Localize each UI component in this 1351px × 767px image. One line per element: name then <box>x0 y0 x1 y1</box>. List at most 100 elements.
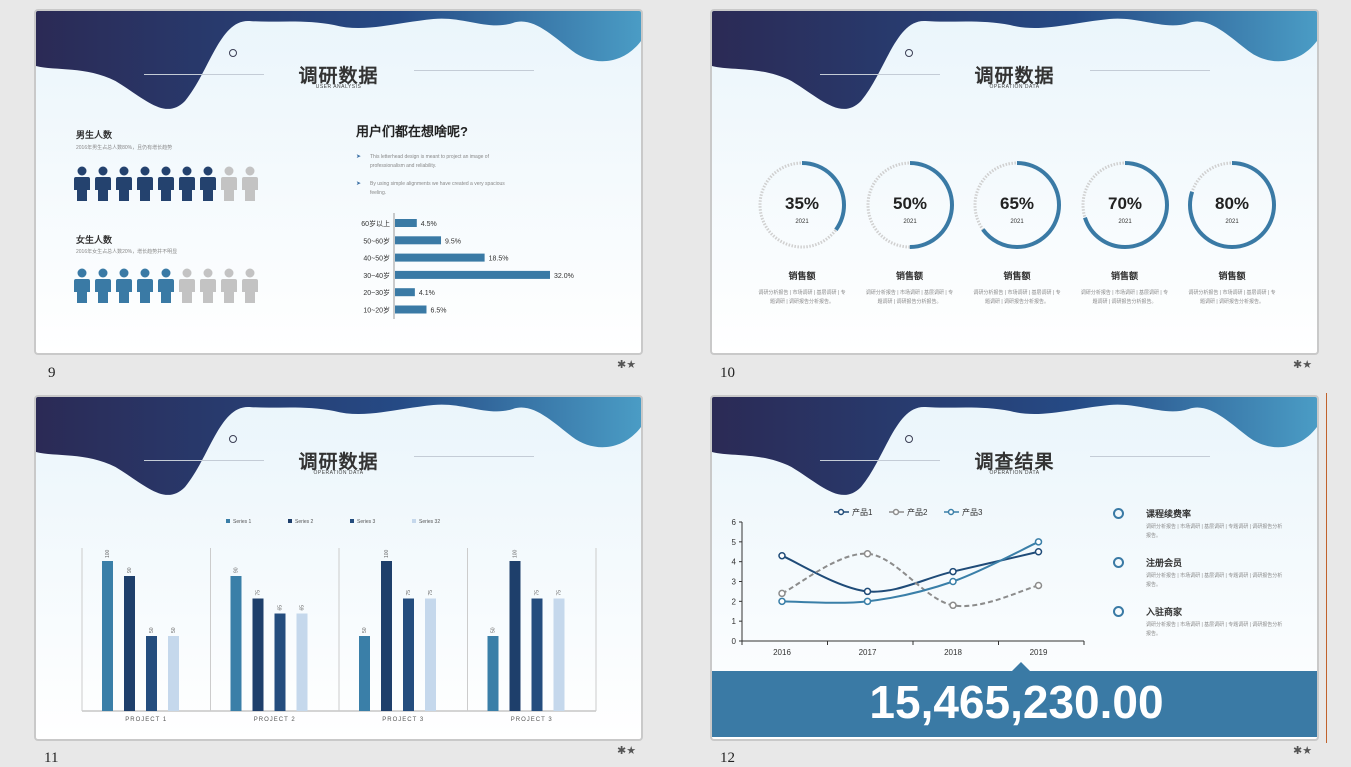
ring-progress <box>1188 161 1276 249</box>
male-label: 男生人数 <box>76 130 113 140</box>
data-point <box>1034 538 1043 546</box>
ring-card: 70% 2021 销售额 调研分析报告 | 市场调研 | 基层调研 | 专题调研 | … <box>1070 159 1180 319</box>
progress-ring: 65% 2021 <box>973 161 1061 249</box>
value-label: 4.1% <box>419 290 435 297</box>
decor-circle <box>229 49 237 57</box>
result-item: 注册会员 调研分析报告 | 市场调研 | 基层调研 | 专题调研 | 调研报告分析… <box>1110 554 1290 600</box>
y-tick-label: 3 <box>732 578 737 587</box>
y-tick-label: 2 <box>732 597 737 606</box>
legend-label: Series 3 <box>357 519 376 525</box>
person-icon <box>179 166 195 201</box>
person-icon <box>116 166 132 201</box>
legend-label: Series 1 <box>233 519 252 525</box>
bar <box>395 270 550 279</box>
product-line-chart: 产品1 产品2 产品3 0 1 2 3 4 5 6 2016 2017 2018 2019 <box>732 507 1085 657</box>
star-icon[interactable]: ✱★ <box>1293 359 1313 371</box>
big-number: 15,465,230.00 <box>869 676 1164 728</box>
bar <box>553 598 565 711</box>
page-title: 调研数据 <box>298 66 379 87</box>
female-people-icons <box>74 268 284 304</box>
data-point <box>1034 581 1043 590</box>
value-label: 9.5% <box>445 238 461 245</box>
bar <box>531 598 543 711</box>
data-point <box>949 601 957 610</box>
ring-percent: 80% <box>1215 194 1249 213</box>
progress-ring: 70% 2021 <box>1080 161 1169 249</box>
bar <box>296 613 308 711</box>
slide-thumbnail-11[interactable]: 调研数据 OPERATION DATA Series 1 Series 2 Seri… <box>34 395 643 741</box>
title-line-left <box>144 460 264 461</box>
legend-swatch <box>412 519 416 523</box>
person-icon <box>179 268 195 303</box>
bullet-2: ➤ By using simple alignments we have cre… <box>356 180 516 198</box>
project-bar-chart: Series 1 Series 2 Series 3 Series 32 100 90 50… <box>81 519 597 723</box>
male-desc: 2016年男生占总人数80%，且仍有增长趋势 <box>76 145 173 151</box>
legend-label: 产品2 <box>907 507 928 517</box>
page-title: 调查结果 <box>974 452 1055 473</box>
category-label: 30~40岁 <box>363 271 390 280</box>
title-line-left <box>144 74 264 75</box>
page-subtitle: OPERATION DATA <box>313 470 364 476</box>
legend-swatch <box>288 519 292 523</box>
ring-progress <box>1080 161 1169 249</box>
header-wave <box>712 397 1317 495</box>
ring-name: 销售额 <box>788 271 816 281</box>
y-tick-label: 6 <box>732 518 737 527</box>
title-line-right <box>414 456 534 457</box>
group-label: PROJECT 3 <box>511 717 553 723</box>
bar <box>168 636 179 711</box>
bar <box>146 636 157 711</box>
header-wave <box>36 11 641 109</box>
star-icon[interactable]: ✱★ <box>617 745 637 757</box>
slide-thumbnail-10[interactable]: 调研数据 OPERATION DATA 35% 2021 销售额 调研分析报告 | 市… <box>710 9 1319 355</box>
result-label: 入驻商家 <box>1146 607 1183 617</box>
bar-value-label: 75 <box>256 590 262 596</box>
value-label: 32.0% <box>554 273 574 280</box>
slide-number: 11 <box>44 750 59 766</box>
bullet-text: This letterhead design is meant to proje… <box>370 154 489 169</box>
ring-name: 销售额 <box>895 271 923 281</box>
progress-ring: 80% 2021 <box>1188 161 1276 249</box>
slide-number: 12 <box>720 750 735 766</box>
ring-progress <box>758 161 846 249</box>
ring-percent: 35% <box>785 194 819 213</box>
bar-value-label: 65 <box>300 605 306 611</box>
ring-year: 2021 <box>1118 219 1132 225</box>
decor-circle <box>905 49 913 57</box>
legend-marker <box>892 508 900 516</box>
legend-swatch <box>350 519 354 523</box>
slide-number: 10 <box>720 365 735 381</box>
y-tick-label: 4 <box>732 558 737 567</box>
bar <box>395 288 415 297</box>
slide-thumbnail-9[interactable]: 调研数据 USER ANALYSIS 男生人数 2016年男生占总人数80%，且… <box>34 9 643 355</box>
slide-thumbnail-12[interactable]: 调查结果 OPERATION DATA 产品1 产品2 产品3 0 1 2 3 4 5 6 2016… <box>710 395 1319 741</box>
bar <box>381 561 392 711</box>
result-item: 课程续费率 调研分析报告 | 市场调研 | 基层调研 | 专题调研 | 调研报告分… <box>1110 505 1290 551</box>
female-label: 女生人数 <box>76 235 113 245</box>
header-wave <box>712 11 1317 109</box>
category-label: 20~30岁 <box>363 288 390 297</box>
y-tick-label: 5 <box>732 538 737 547</box>
category-label: 10~20岁 <box>363 306 390 315</box>
person-icon <box>242 166 258 201</box>
x-tick-label: 2016 <box>773 648 791 657</box>
ring-desc: 调研分析报告 | 市场调研 | 基层调研 | 专题调研 | 调研报告分析报告。 <box>865 290 954 305</box>
slide-number: 9 <box>48 365 56 381</box>
star-icon[interactable]: ✱★ <box>617 359 637 371</box>
x-tick-label: 2018 <box>944 648 962 657</box>
star-icon[interactable]: ✱★ <box>1293 745 1313 757</box>
y-tick-label: 1 <box>732 617 737 626</box>
bar-value-label: 50 <box>491 627 497 633</box>
bar-value-label: 100 <box>105 549 111 558</box>
ring-progress <box>973 161 1061 249</box>
ring-desc: 调研分析报告 | 市场调研 | 基层调研 | 专题调研 | 调研报告分析报告。 <box>1080 290 1169 305</box>
question-title: 用户们都在想啥呢? <box>356 124 468 139</box>
value-label: 4.5% <box>421 221 437 228</box>
bar <box>124 576 135 711</box>
page-title: 调研数据 <box>974 66 1055 87</box>
title-line-left <box>820 460 940 461</box>
selection-indicator <box>1326 393 1330 743</box>
person-icon <box>137 166 153 201</box>
person-icon <box>74 166 90 201</box>
person-icon <box>74 268 90 303</box>
